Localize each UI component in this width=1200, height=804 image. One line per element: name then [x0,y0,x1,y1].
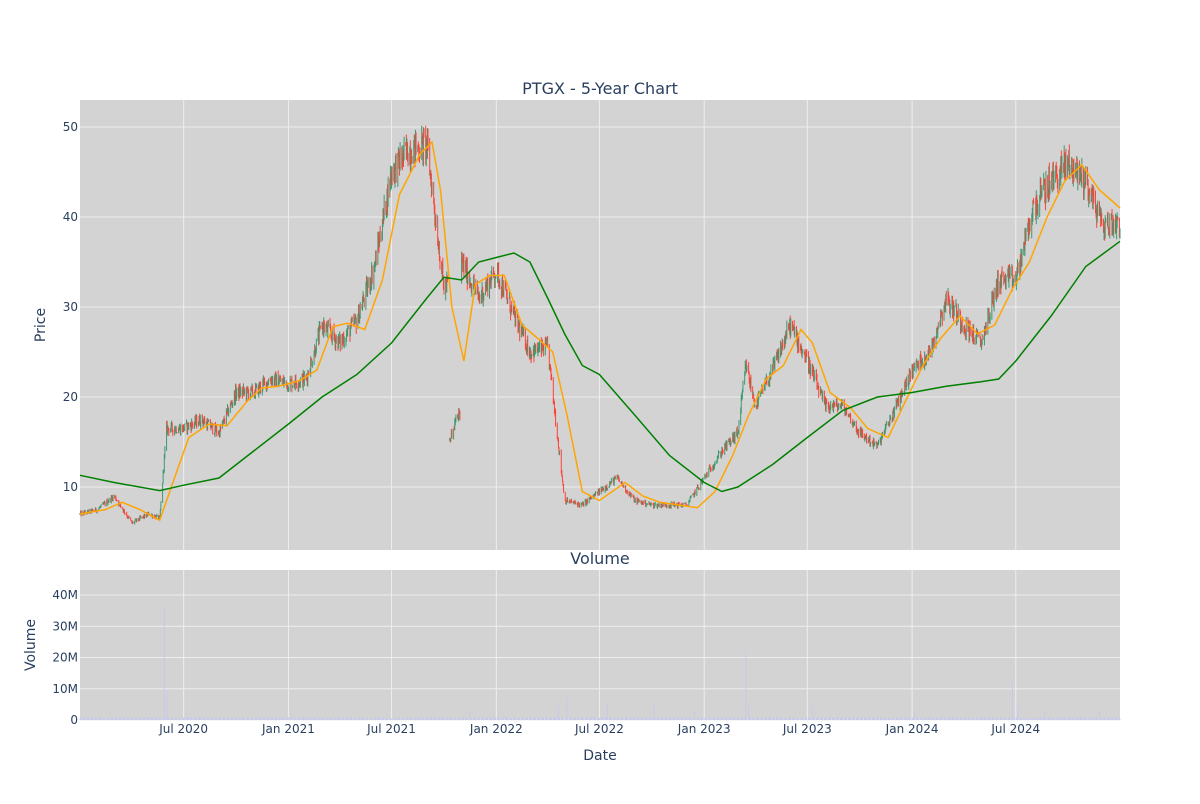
x-tick-label: Jan 2024 [885,722,939,736]
x-tick-label: Jul 2022 [574,722,624,736]
long-moving-average-line [79,240,1121,493]
price-y-tick-label: 30 [63,300,78,314]
volume-y-tick-label: 0 [70,713,78,727]
volume-subplot-title: Volume [570,549,630,568]
volume-bars [79,607,1121,720]
price-y-axis-label: Price [33,308,49,342]
short-moving-average-line [79,140,1121,522]
volume-x-tick-labels: Jul 2020 Jan 2021 Jul 2021 Jan 2022 Jul 2022… [158,722,1040,736]
price-y-tick-label: 10 [63,480,78,494]
x-tick-label: Jan 2023 [677,722,731,736]
x-tick-label: Jul 2021 [366,722,416,736]
price-y-tick-label: 50 [63,120,78,134]
volume-y-axis-label: Volume [23,619,39,671]
price-y-tick-label: 40 [63,210,78,224]
chart-title: PTGX - 5-Year Chart [522,79,678,98]
volume-plot-background [80,570,1120,720]
price-grid [80,100,1120,550]
x-tick-label: Jan 2022 [469,722,523,736]
x-axis-label: Date [583,748,616,764]
volume-y-tick-label: 30M [52,619,78,633]
x-tick-label: Jan 2021 [261,722,315,736]
price-moving-averages [79,140,1121,522]
volume-y-tick-label: 40M [52,588,78,602]
price-candles [79,125,1121,525]
x-tick-label: Jul 2020 [158,722,208,736]
volume-y-tick-label: 10M [52,682,78,696]
price-plot-background [80,100,1120,550]
volume-y-tick-labels: 0 10M 20M 30M 40M [52,588,78,727]
volume-y-tick-label: 20M [52,651,78,665]
price-y-tick-labels: 10 20 30 40 50 [63,120,78,494]
price-y-tick-label: 20 [63,390,78,404]
x-tick-label: Jul 2023 [782,722,832,736]
x-tick-label: Jul 2024 [990,722,1040,736]
